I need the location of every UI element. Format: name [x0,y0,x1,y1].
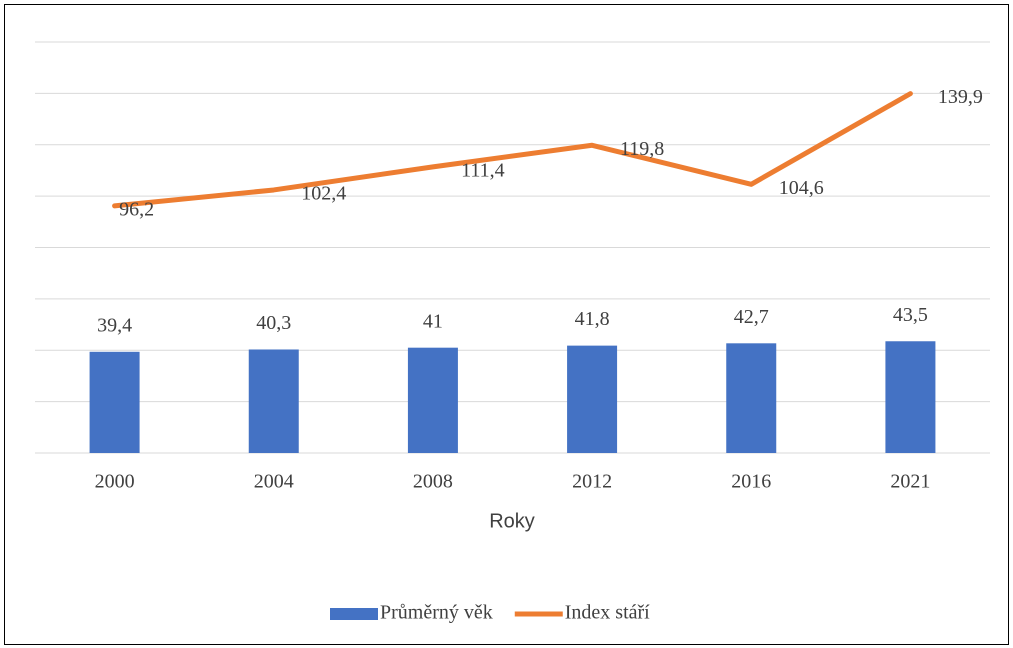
data-label: 41 [423,310,443,332]
legend-swatch [330,608,378,620]
bar [726,343,777,453]
x-tick-label: 2008 [413,471,453,493]
x-tick-label: 2000 [95,471,135,493]
data-label: 139,9 [938,86,983,108]
data-label: 42,7 [734,306,769,328]
data-label: 104,6 [779,177,824,199]
data-label: 111,4 [461,159,505,181]
x-tick-label: 2021 [890,471,930,493]
data-label: 96,2 [119,198,154,220]
bar [248,349,299,453]
x-axis-title: Roky [489,510,535,532]
bar [567,345,618,453]
data-label: 102,4 [301,183,346,205]
legend-label: Index stáří [565,602,650,624]
bar [407,347,458,453]
bar [89,351,140,453]
line [112,91,913,209]
data-label: 43,5 [893,304,928,326]
data-label: 41,8 [575,308,610,330]
x-tick-label: 2012 [572,471,612,493]
bar [885,341,936,453]
x-tick-label: 2016 [731,471,771,493]
legend-label: Průměrný věk [380,602,493,624]
x-tick-label: 2004 [254,471,294,493]
chart-border [4,4,1009,645]
data-label: 40,3 [256,312,291,334]
data-label: 39,4 [97,314,132,336]
data-label: 119,8 [620,138,664,160]
